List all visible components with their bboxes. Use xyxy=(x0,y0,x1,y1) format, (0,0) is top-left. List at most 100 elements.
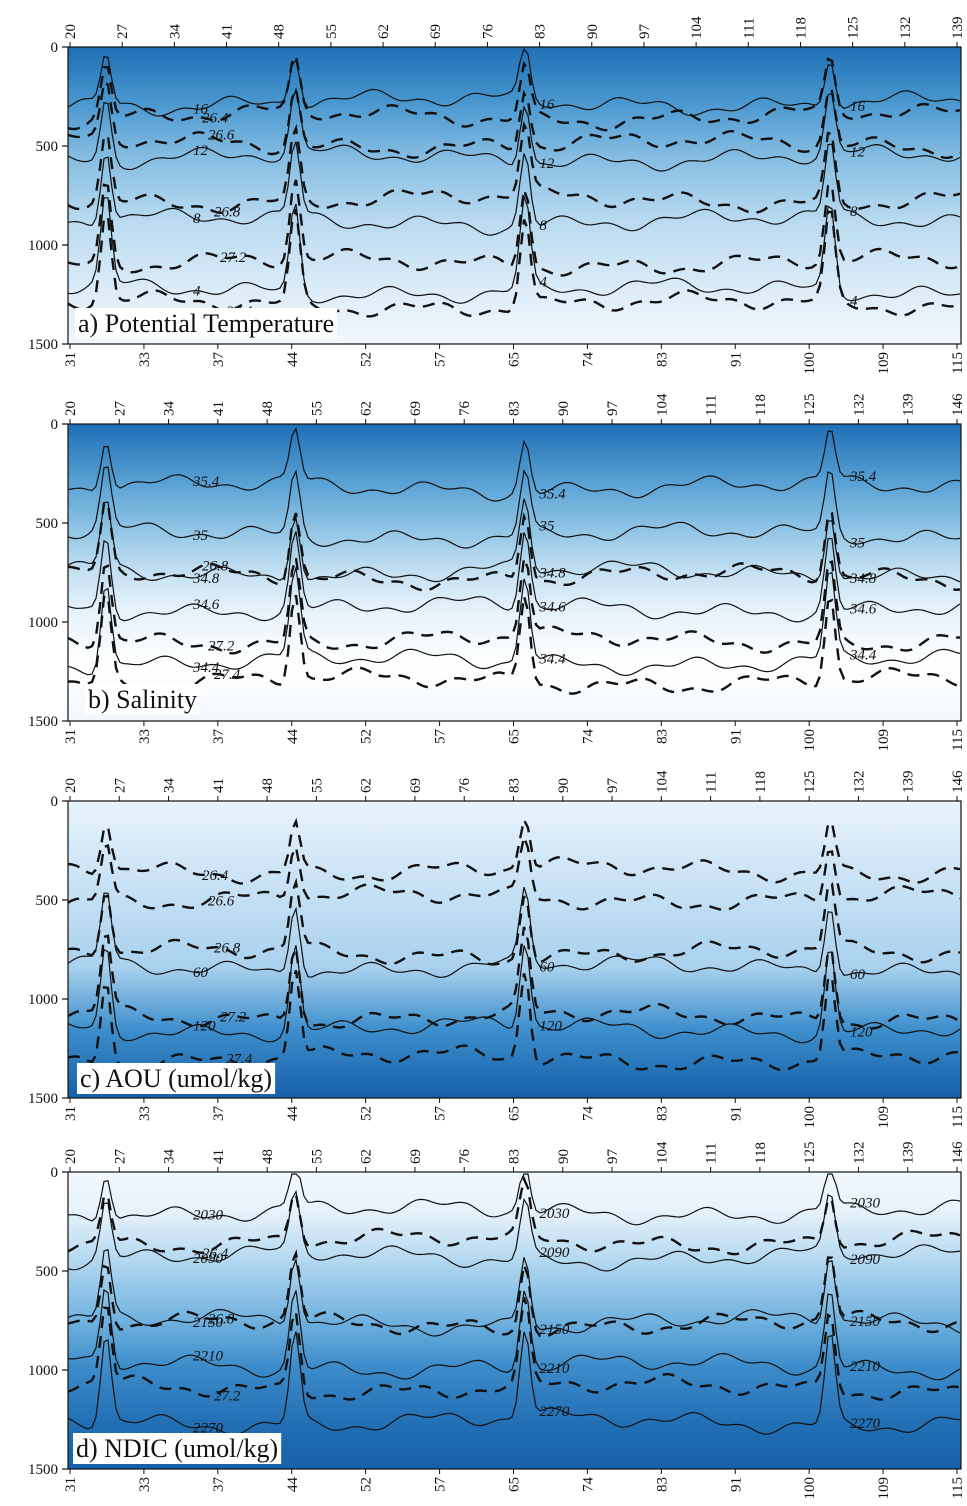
contour-label: 34.8 xyxy=(849,571,877,587)
top-station-label: 27 xyxy=(112,1149,128,1165)
top-station-label: 69 xyxy=(408,778,424,793)
bottom-station-label: 52 xyxy=(359,1477,375,1492)
contour-label: 2150 xyxy=(539,1322,570,1338)
top-station-label: 132 xyxy=(851,394,867,417)
isopycnal-label: 26.8 xyxy=(202,559,229,575)
top-station-label: 34 xyxy=(162,1149,178,1165)
y-tick-label: 1500 xyxy=(28,337,58,353)
top-station-label: 62 xyxy=(376,24,392,39)
isopycnal-line xyxy=(67,120,961,215)
top-station-label: 20 xyxy=(63,1149,79,1164)
top-station-label: 34 xyxy=(162,401,178,417)
top-station-label: 139 xyxy=(950,17,966,40)
bottom-station-label: 109 xyxy=(876,1477,892,1500)
bottom-station-label: 91 xyxy=(728,729,744,744)
top-station-label: 132 xyxy=(851,1142,867,1165)
contour-label: 35 xyxy=(192,528,209,544)
panel-title-background xyxy=(85,684,201,715)
bottom-station-label: 57 xyxy=(433,729,449,745)
bottom-station-label: 57 xyxy=(433,1106,449,1122)
contour-label: 60 xyxy=(193,965,209,981)
top-station-label: 118 xyxy=(793,17,809,39)
contour-label: 120 xyxy=(850,1025,873,1041)
bottom-station-label: 115 xyxy=(950,729,966,751)
y-tick-label: 500 xyxy=(36,1264,59,1280)
contour-label: 60 xyxy=(539,959,555,975)
isopycnal-line xyxy=(67,501,961,592)
bottom-station-label: 91 xyxy=(728,352,744,367)
bottom-station-label: 52 xyxy=(359,1106,375,1121)
y-tick-label: 1000 xyxy=(28,615,58,631)
contour-label: 34.4 xyxy=(538,652,566,668)
top-station-label: 27 xyxy=(112,778,128,794)
top-station-label: 34 xyxy=(167,24,183,40)
bottom-station-label: 83 xyxy=(654,1106,670,1121)
solid-contour-line xyxy=(67,886,961,978)
isopycnal-label: 27.4 xyxy=(214,667,241,683)
contour-label: 2030 xyxy=(539,1206,570,1222)
contour-label: 35.4 xyxy=(192,474,220,490)
isopycnal-line xyxy=(67,179,961,277)
top-station-label: 125 xyxy=(802,771,818,794)
solid-contour-line xyxy=(67,567,961,677)
solid-contour-line xyxy=(67,1248,961,1337)
bottom-station-label: 31 xyxy=(63,729,79,744)
bottom-station-label: 57 xyxy=(433,1477,449,1493)
panel-frame xyxy=(67,423,962,722)
panel-frame xyxy=(67,46,962,345)
panel-title: b) Salinity xyxy=(88,685,197,714)
bottom-station-label: 100 xyxy=(802,1477,818,1500)
contour-label: 120 xyxy=(193,1018,216,1034)
contour-label: 60 xyxy=(850,967,866,983)
solid-contour-line xyxy=(67,87,961,172)
bottom-station-label: 115 xyxy=(950,1106,966,1128)
top-station-label: 55 xyxy=(324,24,340,39)
bottom-station-label: 74 xyxy=(580,352,596,368)
bottom-station-label: 83 xyxy=(654,729,670,744)
contour-label: 34.6 xyxy=(192,597,220,613)
top-station-label: 111 xyxy=(741,18,757,39)
solid-contour-line xyxy=(67,1288,961,1381)
top-station-label: 41 xyxy=(211,1149,227,1164)
solid-contour-line xyxy=(67,498,961,583)
bottom-station-label: 37 xyxy=(211,1106,227,1122)
bottom-station-label: 44 xyxy=(285,1477,301,1493)
top-station-label: 48 xyxy=(272,24,288,39)
top-station-label: 48 xyxy=(260,778,276,793)
panel-title-background xyxy=(75,308,338,339)
bottom-station-label: 65 xyxy=(507,352,523,367)
y-tick-label: 1000 xyxy=(28,1363,58,1379)
bottom-station-label: 37 xyxy=(211,1477,227,1493)
top-station-label: 34 xyxy=(162,778,178,794)
top-station-label: 20 xyxy=(63,24,79,39)
isopycnal-label: 26.4 xyxy=(202,1246,229,1262)
contour-label: 35 xyxy=(538,519,555,535)
bottom-station-label: 91 xyxy=(728,1477,744,1492)
isopycnal-label: 26.8 xyxy=(214,204,241,220)
isopycnal-line xyxy=(67,877,961,966)
bottom-station-label: 33 xyxy=(137,729,153,744)
panel-salinity: 35.4 35.4 35.4 35 35 35 34.8 34.8 34.8 34.6 34.6 34… xyxy=(28,393,966,752)
panel-title: c) AOU (umol/kg) xyxy=(80,1064,272,1093)
top-station-label: 125 xyxy=(802,1142,818,1165)
bottom-station-label: 74 xyxy=(580,1106,596,1122)
contour-label: 16 xyxy=(539,97,555,113)
contour-label: 34.8 xyxy=(192,571,220,587)
bottom-station-label: 83 xyxy=(654,352,670,367)
solid-contour-line xyxy=(67,1331,961,1436)
top-station-label: 76 xyxy=(480,24,496,40)
contour-label: 35.4 xyxy=(849,469,877,485)
top-station-label: 62 xyxy=(359,401,375,416)
y-tick-label: 0 xyxy=(51,417,59,433)
y-tick-label: 0 xyxy=(51,1165,59,1181)
top-station-label: 125 xyxy=(802,394,818,417)
top-station-label: 62 xyxy=(359,778,375,793)
isopycnal-label: 26.8 xyxy=(214,940,241,956)
contour-label: 2210 xyxy=(850,1359,881,1375)
bottom-station-label: 74 xyxy=(580,729,596,745)
bottom-station-label: 115 xyxy=(950,352,966,374)
solid-contour-line xyxy=(67,466,961,549)
top-station-label: 69 xyxy=(408,1149,424,1164)
contour-label: 4 xyxy=(193,284,201,300)
